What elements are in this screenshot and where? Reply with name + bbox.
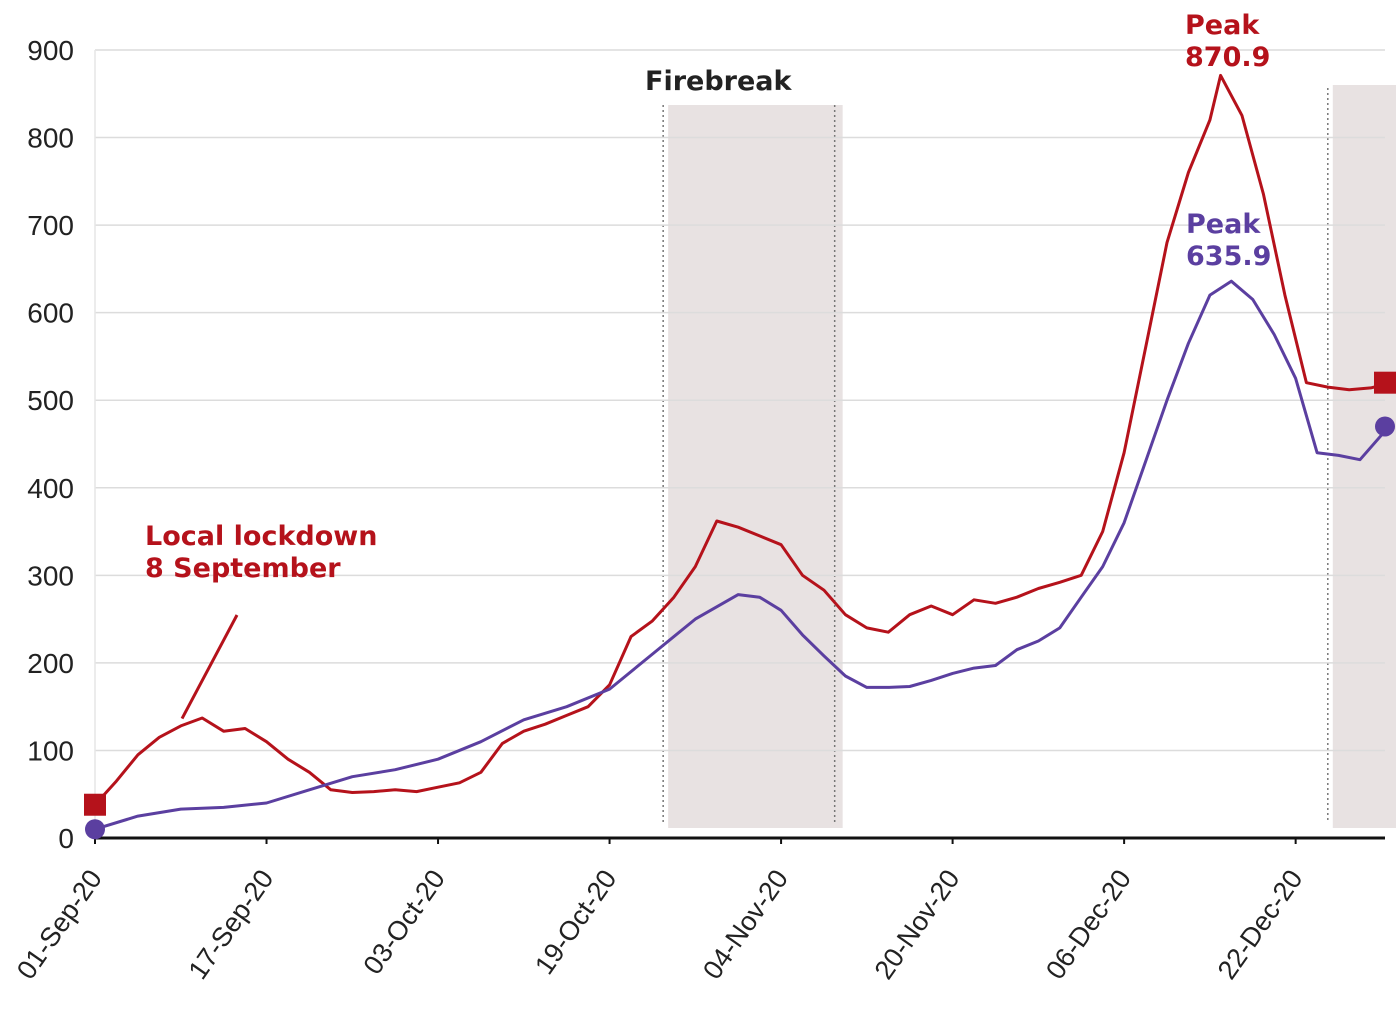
series-end-marker-1 <box>1374 371 1396 394</box>
series-line-1 <box>93 73 1393 806</box>
y-tick-label: 700 <box>27 210 74 241</box>
y-tick-label: 200 <box>27 648 74 679</box>
y-tick-label: 300 <box>27 560 74 591</box>
annotation-line: Firebreak <box>645 66 793 97</box>
x-tick-label: 22-Dec-20 <box>1212 864 1309 984</box>
y-tick-label: 900 <box>27 35 74 66</box>
annotation-4: Firebreak <box>645 66 793 97</box>
series-line-2 <box>94 279 1394 831</box>
x-tick-label: 03-Oct-20 <box>358 864 451 980</box>
annotation-line: Local lockdown <box>145 521 377 552</box>
annotation-line: Peak <box>1185 10 1260 41</box>
x-tick-label: 20-Nov-20 <box>869 864 966 984</box>
annotation-pointer <box>180 614 239 720</box>
x-tick-label: 06-Dec-20 <box>1040 864 1137 984</box>
y-axis-ticks: 0 100 200 300 400 500 600 700 800 900 <box>27 35 74 854</box>
annotation-line: Peak <box>1186 209 1261 240</box>
y-tick-label: 600 <box>27 298 74 329</box>
x-tick-label: 01-Sep-20 <box>11 864 108 984</box>
shaded-periods <box>662 85 1396 828</box>
annotation-2: Peak 635.9 <box>1186 209 1271 272</box>
annotation-line: 870.9 <box>1185 42 1270 73</box>
annotation-3: Local lockdown 8 September <box>145 521 377 584</box>
annotation-line: 8 September <box>145 553 341 584</box>
series-lines <box>84 73 1396 840</box>
shaded-period-1 <box>668 105 843 828</box>
y-tick-label: 800 <box>27 123 74 154</box>
series-end-marker-2 <box>1375 416 1395 437</box>
y-tick-label: 100 <box>27 735 74 766</box>
series-start-marker-2 <box>85 819 105 840</box>
x-tick-label: 17-Sep-20 <box>183 864 280 984</box>
annotation-1: Peak 870.9 <box>1185 10 1270 73</box>
x-tick-label: 19-Oct-20 <box>529 864 622 980</box>
series-start-marker-1 <box>84 793 106 816</box>
x-axis-ticks: 01-Sep-20 17-Sep-20 03-Oct-20 19-Oct-20 04-N… <box>11 838 1309 985</box>
y-tick-label: 0 <box>58 823 74 854</box>
y-tick-label: 400 <box>27 473 74 504</box>
gridlines <box>94 49 1385 838</box>
x-tick-label: 04-Nov-20 <box>697 864 794 984</box>
annotation-line: 635.9 <box>1186 241 1271 272</box>
y-tick-label: 500 <box>27 385 74 416</box>
